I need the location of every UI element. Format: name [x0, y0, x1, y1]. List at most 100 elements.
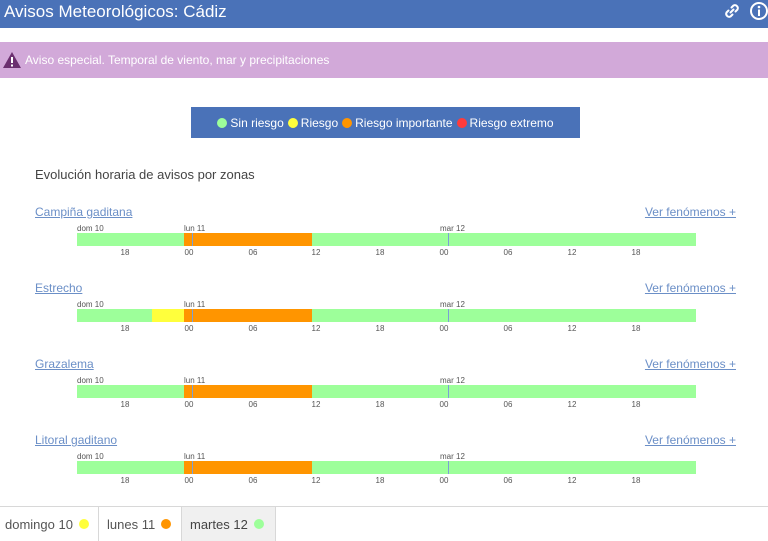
hour-tick: 18 — [375, 476, 385, 485]
hour-tick: 06 — [503, 476, 513, 485]
hour-tick: 12 — [311, 400, 321, 409]
day-label: mar 12 — [440, 224, 465, 233]
legend-label: Riesgo importante — [355, 115, 453, 130]
zone-campina-gaditana: Campiña gaditana Ver fenómenos + dom 10 … — [0, 205, 768, 265]
legend-label: Sin riesgo — [230, 115, 284, 130]
legend-dot — [456, 117, 467, 128]
risk-segment — [183, 233, 312, 246]
day-boundary — [448, 233, 450, 246]
risk-legend: Sin riesgo Riesgo Riesgo importante Ries… — [191, 107, 580, 138]
day-boundary — [192, 385, 194, 398]
section-title: Evolución horaria de avisos por zonas — [35, 167, 255, 182]
hour-tick: 18 — [631, 248, 641, 257]
legend-item-riesgo: Riesgo — [287, 115, 339, 130]
ver-fenomenos-link[interactable]: Ver fenómenos + — [644, 433, 736, 447]
hour-tick: 06 — [248, 248, 258, 257]
day-boundary — [448, 309, 450, 322]
hour-tick: 06 — [248, 476, 258, 485]
risk-segment — [151, 309, 184, 322]
zone-litoral-gaditano: Litoral gaditano Ver fenómenos + dom 10 … — [0, 433, 768, 493]
ver-fenomenos-link[interactable]: Ver fenómenos + — [644, 357, 736, 371]
tab-martes-12[interactable]: martes 12 — [182, 507, 276, 541]
day-label: lun 11 — [184, 452, 206, 461]
alert-text: Aviso especial. Temporal de viento, mar … — [25, 53, 330, 67]
zone-name-link[interactable]: Estrecho — [35, 281, 83, 295]
risk-segment — [77, 461, 184, 474]
ver-fenomenos-link[interactable]: Ver fenómenos + — [644, 281, 736, 295]
legend-dot — [342, 117, 353, 128]
hour-tick: 00 — [439, 324, 449, 333]
special-alert-banner: Aviso especial. Temporal de viento, mar … — [0, 42, 768, 78]
risk-dot — [78, 519, 89, 529]
risk-segment — [77, 309, 152, 322]
hour-tick: 18 — [375, 400, 385, 409]
hour-tick: 00 — [439, 248, 449, 257]
hour-tick: 00 — [439, 400, 449, 409]
tab-lunes-11[interactable]: lunes 11 — [99, 507, 182, 541]
timeline-bar — [77, 461, 696, 474]
hour-tick: 18 — [120, 400, 130, 409]
hour-tick: 06 — [503, 248, 513, 257]
day-label: dom 10 — [77, 376, 104, 385]
hour-tick: 00 — [184, 248, 194, 257]
hour-tick: 12 — [567, 324, 577, 333]
day-boundary — [448, 385, 450, 398]
hour-tick: 06 — [503, 324, 513, 333]
header-bar: Avisos Meteorológicos: Cádiz — [0, 0, 768, 28]
day-label: mar 12 — [440, 300, 465, 309]
zone-name-link[interactable]: Grazalema — [35, 357, 94, 371]
hour-tick: 18 — [375, 324, 385, 333]
hour-tick: 06 — [503, 400, 513, 409]
hour-tick: 12 — [311, 476, 321, 485]
legend-label: Riesgo — [300, 115, 339, 130]
timeline-bar — [77, 233, 696, 246]
zone-name-link[interactable]: Campiña gaditana — [35, 205, 133, 219]
legend-item-sin-riesgo: Sin riesgo — [217, 115, 284, 130]
risk-segment — [311, 233, 696, 246]
risk-segment — [311, 461, 696, 474]
tab-label: domingo 10 — [5, 516, 73, 532]
hour-tick: 18 — [375, 248, 385, 257]
tab-label: lunes 11 — [107, 516, 156, 532]
risk-segment — [77, 233, 184, 246]
hour-tick: 12 — [567, 248, 577, 257]
day-tabs: domingo 10 lunes 11 martes 12 — [0, 506, 768, 541]
hour-tick: 18 — [120, 324, 130, 333]
hour-tick: 18 — [120, 476, 130, 485]
risk-segment — [311, 385, 696, 398]
hour-tick: 00 — [184, 400, 194, 409]
hour-tick: 18 — [631, 400, 641, 409]
zone-grazalema: Grazalema Ver fenómenos + dom 10 lun 11 … — [0, 357, 768, 417]
ver-fenomenos-link[interactable]: Ver fenómenos + — [644, 205, 736, 219]
hour-tick: 12 — [567, 476, 577, 485]
legend-dot — [217, 117, 228, 128]
hour-tick: 00 — [439, 476, 449, 485]
day-label: lun 11 — [184, 376, 206, 385]
risk-segment — [183, 461, 312, 474]
tab-label: martes 12 — [190, 516, 248, 532]
day-label: mar 12 — [440, 452, 465, 461]
hour-tick: 12 — [311, 248, 321, 257]
zone-name-link[interactable]: Litoral gaditano — [35, 433, 118, 447]
day-label: lun 11 — [184, 224, 206, 233]
day-boundary — [448, 461, 450, 474]
legend-label: Riesgo extremo — [469, 115, 554, 130]
link-icon[interactable] — [722, 1, 742, 21]
info-icon[interactable] — [749, 1, 768, 21]
day-label: mar 12 — [440, 376, 465, 385]
day-boundary — [192, 233, 194, 246]
day-label: dom 10 — [77, 300, 104, 309]
hour-tick: 12 — [567, 400, 577, 409]
hour-tick: 18 — [631, 324, 641, 333]
risk-segment — [77, 385, 184, 398]
day-boundary — [192, 309, 194, 322]
risk-dot — [253, 519, 264, 529]
tab-domingo-10[interactable]: domingo 10 — [0, 507, 99, 541]
risk-segment — [183, 385, 312, 398]
day-label: dom 10 — [77, 452, 104, 461]
hour-tick: 18 — [631, 476, 641, 485]
warning-icon — [2, 51, 22, 69]
legend-item-riesgo-importante: Riesgo importante — [342, 115, 453, 130]
hour-tick: 06 — [248, 400, 258, 409]
day-label: dom 10 — [77, 224, 104, 233]
